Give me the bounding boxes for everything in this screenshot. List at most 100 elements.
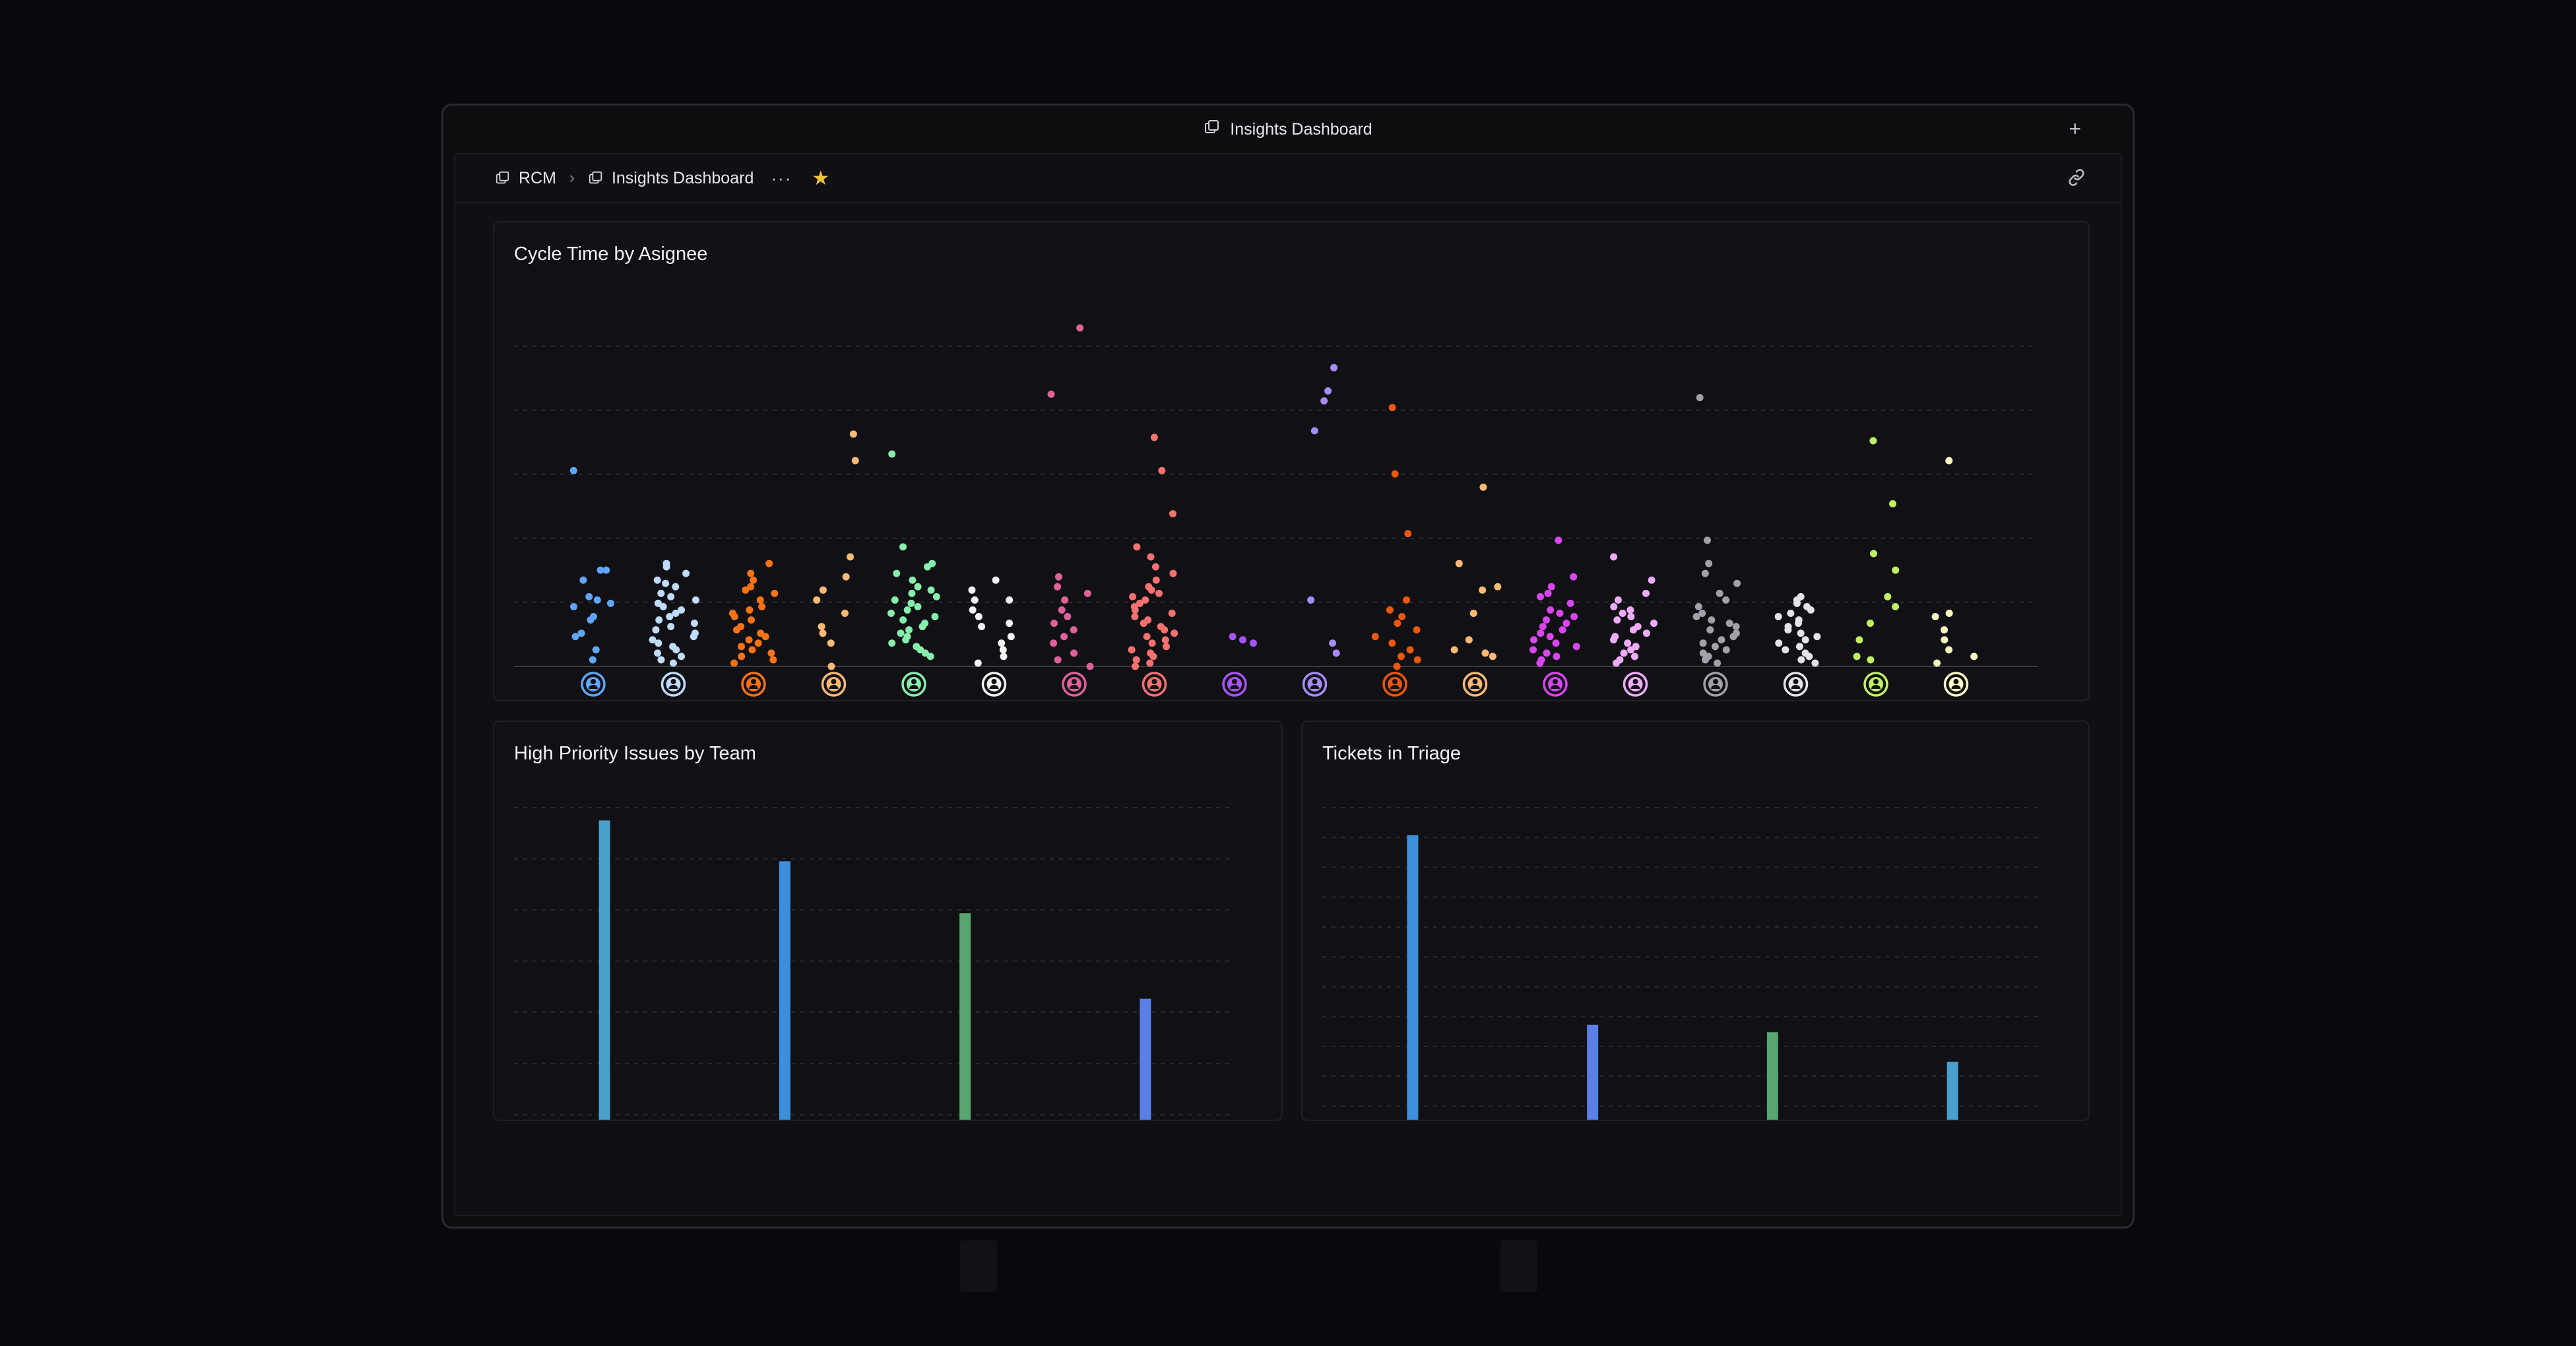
data-point — [1797, 656, 1805, 664]
data-point — [914, 583, 922, 591]
data-point — [1552, 639, 1560, 647]
data-point — [1171, 629, 1178, 637]
data-point — [978, 623, 986, 631]
data-point — [1546, 633, 1554, 641]
data-point — [746, 606, 754, 614]
data-point — [1970, 653, 1978, 660]
data-point — [1329, 639, 1337, 647]
data-point — [1386, 606, 1394, 614]
data-point — [931, 613, 939, 621]
data-point — [1559, 626, 1566, 634]
data-point — [897, 629, 905, 637]
data-point — [654, 649, 662, 657]
breadcrumb-rcm[interactable]: RCM — [519, 168, 556, 187]
avatar-head — [1873, 679, 1879, 684]
data-point — [903, 606, 911, 614]
data-point — [757, 629, 765, 637]
data-point — [692, 596, 699, 604]
assignee-avatar — [1783, 672, 1809, 697]
data-point — [1307, 596, 1315, 604]
data-point — [1054, 583, 1062, 591]
avatar-body — [749, 685, 758, 689]
data-point — [999, 646, 1007, 654]
data-point — [1619, 610, 1626, 618]
data-point — [1853, 653, 1861, 660]
assignee-avatar — [1543, 672, 1568, 697]
data-point — [887, 610, 895, 618]
more-options-button[interactable]: ··· — [771, 168, 792, 188]
data-point — [657, 589, 665, 597]
chart-title: Tickets in Triage — [1322, 743, 1462, 764]
data-point — [841, 610, 849, 618]
avatar-head — [1072, 679, 1077, 684]
data-point — [1705, 560, 1713, 567]
data-point — [1146, 659, 1154, 667]
data-point — [1162, 643, 1170, 651]
data-point — [592, 646, 600, 654]
data-point — [649, 636, 657, 644]
link-icon[interactable] — [2067, 168, 2086, 191]
data-point — [1733, 579, 1741, 587]
data-point — [669, 659, 677, 667]
assignee-avatar — [660, 672, 686, 697]
avatar-head — [991, 679, 997, 684]
data-point — [1465, 636, 1473, 644]
data-point — [1064, 613, 1072, 621]
data-point — [607, 599, 615, 607]
data-point — [1941, 636, 1948, 644]
data-point — [1332, 649, 1340, 657]
breadcrumb: RCM › Insights Dashboard ··· ★ — [455, 154, 2121, 203]
data-point — [1147, 649, 1155, 657]
assignee-avatar — [981, 672, 1007, 697]
data-point — [1787, 610, 1795, 618]
data-point — [1547, 606, 1555, 614]
chart-title: Cycle Time by Asignee — [514, 243, 708, 265]
data-point — [1161, 636, 1169, 644]
data-point — [1530, 636, 1537, 644]
high-priority-card: High Priority Issues by Team Front Offic… — [493, 721, 1283, 1121]
data-point — [1892, 602, 1900, 610]
data-point — [593, 596, 601, 604]
data-point — [1892, 566, 1900, 574]
avatar-body — [1390, 685, 1400, 689]
star-icon[interactable]: ★ — [812, 167, 830, 189]
data-point — [1570, 613, 1578, 621]
data-point — [1058, 606, 1066, 614]
data-point — [1539, 623, 1547, 631]
data-point — [909, 576, 917, 584]
bar — [1947, 1062, 1958, 1120]
breadcrumb-insights-dashboard[interactable]: Insights Dashboard — [611, 168, 754, 187]
plus-icon[interactable]: + — [2069, 117, 2081, 141]
data-point — [1132, 656, 1140, 664]
data-point — [1626, 606, 1634, 614]
data-point — [1006, 620, 1014, 627]
data-point — [748, 616, 756, 624]
data-point — [1055, 573, 1063, 581]
data-point — [971, 596, 979, 604]
data-point — [1722, 596, 1730, 604]
data-point — [654, 599, 662, 607]
data-point — [1151, 563, 1159, 571]
data-point — [771, 589, 779, 597]
data-point — [1469, 610, 1477, 618]
data-point — [1708, 616, 1716, 624]
data-point — [1797, 629, 1805, 637]
data-point — [1050, 620, 1058, 627]
data-point — [728, 610, 736, 618]
data-point — [1479, 586, 1487, 594]
data-point — [589, 656, 596, 664]
avatar-head — [751, 679, 756, 684]
avatar-head — [670, 679, 676, 684]
avatar-head — [1232, 679, 1237, 684]
data-point — [827, 639, 835, 647]
data-point — [596, 566, 604, 574]
chart-title: High Priority Issues by Team — [514, 743, 756, 764]
data-point — [992, 576, 1000, 584]
data-point — [1784, 623, 1792, 631]
avatar-head — [1793, 679, 1799, 684]
data-point — [1530, 646, 1537, 654]
dashboard-content: RCM › Insights Dashboard ··· ★ Cycle Tim… — [454, 153, 2122, 1216]
triage-bar-chart: Back Office (BOBA)Reporting (DRGN)Patien… — [1322, 807, 2042, 1120]
data-point — [662, 579, 670, 587]
data-point — [1547, 583, 1555, 591]
